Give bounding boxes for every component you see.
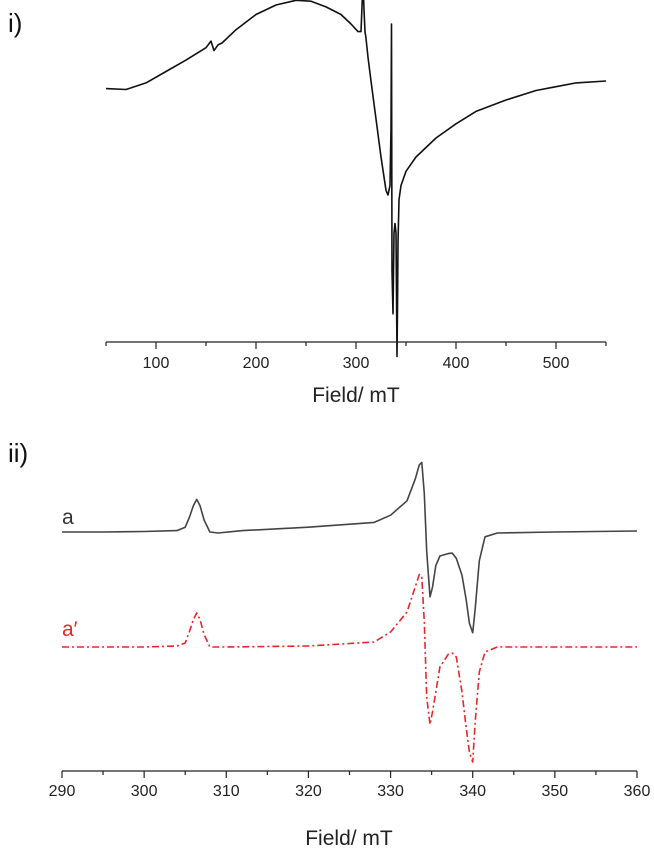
series-a-prime-label: a′	[62, 618, 78, 641]
panel-i-x-axis-title: Field/ mT	[312, 384, 400, 407]
x-tick-label: 320	[295, 783, 322, 800]
x-tick-label: 360	[624, 783, 651, 800]
x-tick-label: 290	[49, 783, 76, 800]
x-tick-label: 330	[377, 783, 404, 800]
x-tick-label: 300	[131, 783, 158, 800]
panel-i-label: i)	[8, 8, 22, 38]
panel-ii-x-axis-title: Field/ mT	[305, 827, 393, 850]
x-tick-label: 340	[459, 783, 486, 800]
x-tick-label: 100	[143, 355, 170, 372]
panel-ii-plot-area	[62, 461, 638, 763]
series-line-a	[62, 461, 638, 634]
panel-i-plot-area	[105, 0, 607, 358]
x-tick-label: 350	[542, 783, 569, 800]
panel-ii-x-ticks: 290 300 310 320 330 340 350 360	[49, 771, 651, 800]
x-tick-label: 310	[213, 783, 240, 800]
x-tick-label: 400	[443, 355, 470, 372]
panel-i: i) 100 200 300 400 500 Field/ mT	[8, 0, 607, 407]
series-line-a-prime	[62, 573, 637, 763]
panel-i-x-ticks: 100 200 300 400 500	[105, 342, 607, 372]
series-a-label: a	[62, 506, 74, 529]
x-tick-label: 300	[343, 355, 370, 372]
series-line-spectrum	[105, 0, 607, 358]
x-tick-label: 500	[543, 355, 570, 372]
panel-ii: ii) a a′ 290 300 310 320 330 340 350 360 Field/…	[8, 438, 650, 850]
x-tick-label: 200	[243, 355, 270, 372]
panel-ii-label: ii)	[8, 438, 28, 468]
